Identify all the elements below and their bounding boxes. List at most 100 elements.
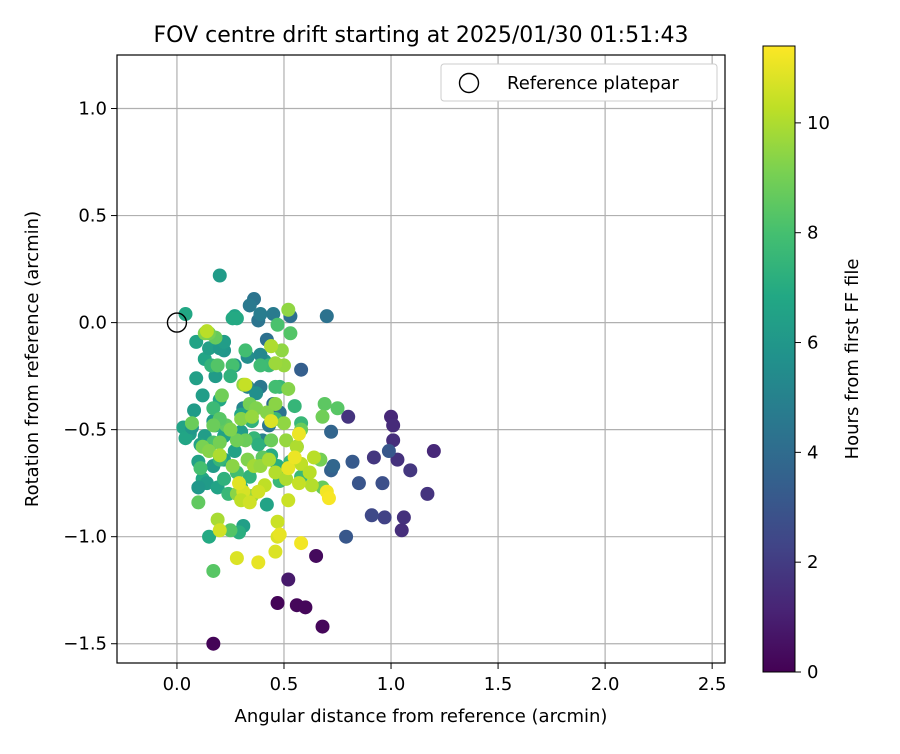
data-point xyxy=(279,471,294,486)
data-point xyxy=(193,461,208,476)
data-point xyxy=(184,416,199,431)
data-point xyxy=(366,450,381,465)
data-point xyxy=(268,396,283,411)
data-point xyxy=(223,523,238,538)
data-point xyxy=(364,508,379,523)
data-points xyxy=(176,268,441,651)
data-point xyxy=(253,358,268,373)
data-point xyxy=(251,484,266,499)
data-point xyxy=(386,433,401,448)
data-point xyxy=(225,459,240,474)
data-point xyxy=(208,369,223,384)
y-axis: −1.5 −1.0 −0.5 0.0 0.5 1.0 xyxy=(63,99,117,655)
x-tick-label: 2.5 xyxy=(698,674,727,695)
x-tick-label: 1.5 xyxy=(484,674,513,695)
data-point xyxy=(291,426,306,441)
data-point xyxy=(206,636,221,651)
data-point xyxy=(268,379,283,394)
data-point xyxy=(195,388,210,403)
data-point xyxy=(264,339,279,354)
data-point xyxy=(289,439,304,454)
legend-marker-reference xyxy=(458,72,480,94)
colorbar-tick-label: 2 xyxy=(807,552,818,573)
data-point xyxy=(319,309,334,324)
data-point xyxy=(206,418,221,433)
data-point xyxy=(326,459,341,474)
reference-marker-group xyxy=(166,312,188,333)
data-point xyxy=(266,307,281,322)
data-point xyxy=(229,551,244,566)
data-point xyxy=(315,409,330,424)
data-point xyxy=(268,544,283,559)
x-tick-label: 2.0 xyxy=(591,674,620,695)
data-point xyxy=(229,433,244,448)
data-point xyxy=(251,555,266,570)
data-point xyxy=(386,418,401,433)
data-point xyxy=(225,358,240,373)
data-point xyxy=(394,523,409,538)
data-point xyxy=(281,493,296,508)
colorbar-axis: 0 2 4 6 8 10 xyxy=(795,113,830,683)
data-point xyxy=(251,437,266,452)
data-point xyxy=(202,341,217,356)
data-point xyxy=(291,476,306,491)
data-point xyxy=(281,461,296,476)
y-tick-label: 0.0 xyxy=(78,313,107,334)
chart-title: FOV centre drift starting at 2025/01/30 … xyxy=(154,23,689,48)
data-point xyxy=(262,452,276,467)
data-point xyxy=(223,422,238,437)
x-tick-label: 1.0 xyxy=(377,674,406,695)
data-point xyxy=(270,596,285,611)
data-point xyxy=(234,411,249,426)
x-axis: 0.0 0.5 1.0 1.5 2.0 2.5 xyxy=(163,663,727,695)
legend-entry-reference: Reference platepar xyxy=(507,73,679,94)
data-point xyxy=(281,381,296,396)
data-point xyxy=(420,486,435,501)
data-point xyxy=(199,324,214,339)
data-point xyxy=(264,414,279,429)
data-point xyxy=(321,491,336,506)
data-point xyxy=(217,471,232,486)
legend-box xyxy=(440,63,718,102)
data-point xyxy=(281,302,296,317)
data-point xyxy=(210,512,225,527)
data-point xyxy=(309,548,324,563)
colorbar-tick-label: 10 xyxy=(807,113,830,134)
data-point xyxy=(294,362,309,377)
colorbar-tick-label: 4 xyxy=(807,442,818,463)
data-point xyxy=(259,497,274,512)
data-point xyxy=(268,465,283,480)
data-point xyxy=(191,480,206,495)
data-point xyxy=(206,563,221,578)
data-point xyxy=(187,403,202,418)
data-point xyxy=(232,476,247,491)
data-point xyxy=(330,401,345,416)
data-point xyxy=(375,476,390,491)
data-point xyxy=(317,396,332,411)
y-tick-label: −1.5 xyxy=(63,634,107,655)
data-point xyxy=(242,469,257,484)
colorbar-tick-label: 8 xyxy=(807,223,818,244)
data-point xyxy=(304,478,319,493)
data-point xyxy=(396,510,411,525)
y-tick-label: 1.0 xyxy=(78,99,107,120)
data-point xyxy=(274,343,289,358)
data-point xyxy=(272,527,287,542)
data-point xyxy=(210,358,225,373)
data-point xyxy=(426,444,441,459)
data-point xyxy=(377,510,392,525)
y-tick-label: 0.5 xyxy=(78,206,107,227)
y-tick-label: −1.0 xyxy=(63,527,107,548)
data-point xyxy=(225,311,240,326)
data-point xyxy=(253,347,268,362)
data-point xyxy=(306,450,321,465)
data-point xyxy=(390,452,405,467)
data-point xyxy=(281,572,296,587)
reference-point-marker xyxy=(166,312,188,333)
data-point xyxy=(202,444,217,459)
data-point xyxy=(178,431,193,446)
x-tick-label: 0.0 xyxy=(163,674,192,695)
data-point xyxy=(341,409,356,424)
colorbar-label: Hours from first FF file xyxy=(842,259,863,460)
